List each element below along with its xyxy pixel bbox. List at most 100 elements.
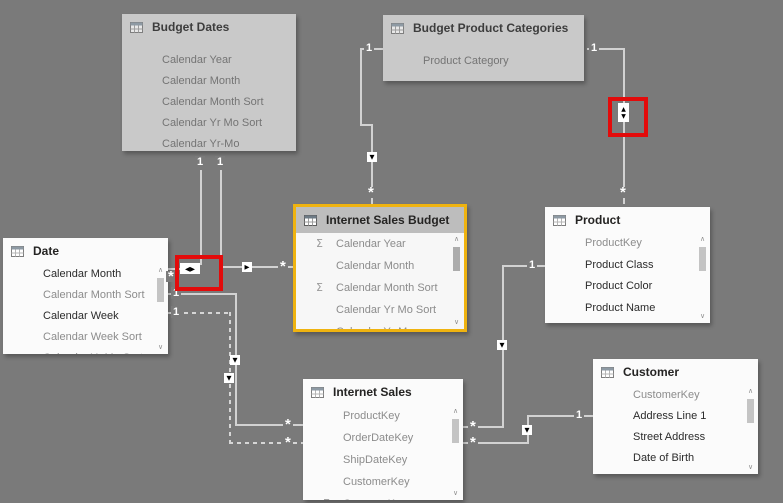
field-row[interactable]: Calendar Yr Mo Sort: [3, 348, 168, 354]
field-row[interactable]: Calendar Week Sort: [43, 331, 142, 343]
scroll-up-icon[interactable]: ∧: [453, 235, 460, 243]
table-card-internet-sales[interactable]: Internet Sales ProductKey OrderDateKey S…: [303, 379, 463, 500]
filter-direction-icon[interactable]: ▼: [224, 373, 234, 383]
filter-direction-icon[interactable]: ▼: [522, 425, 532, 435]
scroll-down-icon[interactable]: ∨: [699, 312, 706, 320]
relationship-line[interactable]: [463, 426, 504, 428]
relationship-line[interactable]: [623, 48, 625, 204]
field-label: Calendar Year: [336, 238, 406, 250]
field-row[interactable]: Calendar Week: [43, 310, 119, 322]
relationship-line[interactable]: [200, 170, 202, 265]
scrollbar-thumb[interactable]: [453, 247, 460, 271]
field-row[interactable]: Calendar Month Sort: [162, 96, 264, 108]
field-row[interactable]: Product Name: [585, 301, 656, 314]
cardinality-one-label: 1: [574, 409, 585, 421]
table-card-internet-sales-budget[interactable]: Internet Sales Budget Σ Calendar Year Cal…: [293, 204, 467, 332]
scrollbar[interactable]: ∧ ∨: [155, 266, 166, 352]
field-row[interactable]: ShipDateKey: [343, 454, 408, 466]
field-row[interactable]: Product Color: [585, 280, 653, 292]
field-row[interactable]: Product Subcategory: [545, 319, 710, 323]
field-row[interactable]: Calendar Month Sort: [43, 289, 145, 301]
field-row[interactable]: Calendar Yr Mo Sort: [162, 117, 263, 129]
table-card-customer[interactable]: Customer CustomerKey Address Line 1 Stre…: [593, 359, 758, 474]
relationship-line[interactable]: [360, 124, 373, 126]
scrollbar[interactable]: ∧ ∨: [450, 407, 461, 498]
scroll-up-icon[interactable]: ∧: [699, 235, 706, 243]
relationship-line[interactable]: [235, 424, 303, 426]
field-row[interactable]: Σ CurrencyKey: [303, 493, 463, 500]
scrollbar[interactable]: ∧ ∨: [451, 235, 462, 327]
table-header[interactable]: Customer: [593, 359, 758, 385]
field-row[interactable]: Street Address: [633, 431, 706, 443]
field-row[interactable]: OrderDateKey: [343, 432, 414, 444]
relationship-line[interactable]: [220, 170, 222, 267]
cardinality-many-label: *: [366, 184, 376, 201]
field-row[interactable]: Product Class: [585, 258, 654, 271]
field-row[interactable]: Commute Distance: [593, 469, 758, 474]
table-card-budget-product-categories[interactable]: Budget Product Categories Product Catego…: [383, 15, 584, 81]
relationship-line[interactable]: [220, 266, 293, 268]
field-label: Calendar Month Sort: [336, 282, 438, 294]
bidirectional-filter-icon[interactable]: ◀ ▶: [180, 263, 200, 274]
table-header[interactable]: Internet Sales Budget: [296, 207, 464, 233]
table-header[interactable]: Internet Sales: [303, 379, 463, 405]
table-card-product[interactable]: Product ProductKey Product Class Product…: [545, 207, 710, 323]
filter-direction-icon[interactable]: ▼: [230, 355, 240, 365]
table-card-date[interactable]: Date Calendar Month Calendar Month Sort …: [3, 238, 168, 354]
bidirectional-filter-icon[interactable]: ▲ ▼: [618, 103, 629, 122]
scrollbar-thumb[interactable]: [699, 247, 706, 271]
field-row[interactable]: Calendar Yr-Mo: [162, 138, 240, 150]
table-header[interactable]: Product: [545, 207, 710, 233]
filter-direction-icon[interactable]: ▶: [242, 262, 252, 272]
table-card-budget-dates[interactable]: Budget Dates Calendar Year Calendar Mont…: [122, 14, 296, 151]
field-row[interactable]: Product Category: [423, 55, 509, 67]
filter-direction-icon[interactable]: ▼: [497, 340, 507, 350]
relationship-line[interactable]: [371, 124, 373, 204]
arrow-down-glyph: ▼: [621, 112, 626, 120]
field-row[interactable]: CustomerKey: [633, 389, 700, 401]
table-header[interactable]: Date: [3, 238, 168, 264]
scroll-down-icon[interactable]: ∨: [452, 489, 459, 497]
table-header[interactable]: Budget Dates: [122, 14, 296, 40]
field-row[interactable]: Σ Calendar Year: [296, 233, 464, 255]
field-row[interactable]: Σ Calendar Month Sort: [296, 277, 464, 299]
field-row[interactable]: Calendar Month: [43, 268, 122, 280]
scrollbar-thumb[interactable]: [747, 399, 754, 423]
field-row[interactable]: Calendar Month: [162, 75, 241, 87]
scroll-up-icon[interactable]: ∧: [452, 407, 459, 415]
scrollbar[interactable]: ∧ ∨: [745, 387, 756, 472]
scroll-up-icon[interactable]: ∧: [157, 266, 164, 274]
scrollbar-thumb[interactable]: [157, 278, 164, 302]
field-row[interactable]: ProductKey: [343, 410, 400, 422]
scroll-down-icon[interactable]: ∨: [453, 318, 460, 326]
field-row[interactable]: Calendar Year: [162, 54, 232, 66]
relationship-line[interactable]: [503, 265, 545, 267]
field-row[interactable]: Calendar Yr-Mo: [296, 321, 464, 329]
table-header[interactable]: Budget Product Categories: [383, 15, 584, 41]
scrollbar[interactable]: ∧ ∨: [697, 235, 708, 321]
scroll-down-icon[interactable]: ∨: [747, 463, 754, 471]
arrow-right-glyph: ▶: [190, 264, 195, 273]
relationship-line[interactable]: [528, 415, 593, 417]
relationship-line[interactable]: [360, 48, 362, 125]
relationship-line[interactable]: [463, 442, 529, 444]
field-row[interactable]: Calendar Month: [296, 255, 464, 277]
cardinality-one-label: 1: [195, 156, 206, 168]
field-row[interactable]: Calendar Yr Mo Sort: [296, 299, 464, 321]
filter-direction-icon[interactable]: ▼: [367, 152, 377, 162]
field-row[interactable]: Address Line 1: [633, 410, 707, 422]
relationship-line-dashed[interactable]: [229, 442, 303, 444]
arrow-down-glyph: ▼: [524, 426, 530, 434]
cardinality-many-label: *: [618, 184, 628, 201]
relationship-line[interactable]: [168, 293, 237, 295]
field-row[interactable]: ProductKey: [585, 237, 642, 249]
relationship-line-dashed[interactable]: [168, 312, 231, 314]
scroll-up-icon[interactable]: ∧: [747, 387, 754, 395]
field-row[interactable]: Date of Birth: [633, 452, 695, 464]
relationship-line[interactable]: [587, 48, 624, 50]
scrollbar-thumb[interactable]: [452, 419, 459, 443]
field-row[interactable]: CustomerKey: [343, 476, 410, 488]
field-list: CustomerKey Address Line 1 Street Addres…: [593, 385, 758, 474]
scroll-down-icon[interactable]: ∨: [157, 343, 164, 351]
